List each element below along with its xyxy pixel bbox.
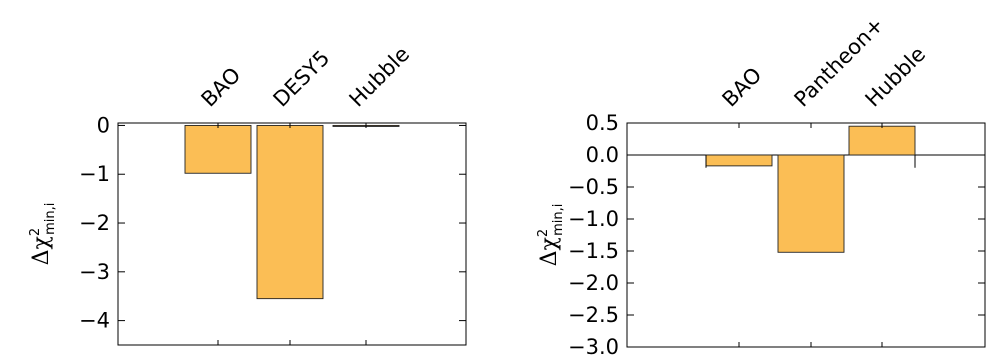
- y-axis-label: Δχ2min,i: [536, 204, 566, 267]
- y-tick-label: −2.5: [568, 303, 619, 327]
- y-tick-label: 0.0: [586, 143, 619, 167]
- category-label: BAO: [197, 63, 246, 112]
- bar-desy5: [256, 124, 324, 300]
- category-label: BAO: [718, 63, 767, 112]
- y-tick-label: −2.0: [568, 271, 619, 295]
- category-label: DESY5: [269, 46, 335, 112]
- plot-frame: [626, 122, 986, 348]
- y-tick-label: −1.5: [568, 239, 619, 263]
- bar-bao: [184, 124, 252, 174]
- left-bar-chart: 0 −1 −2 −3 −4 BAO DESY5 Hubble Δχ2min,i: [28, 42, 467, 346]
- plot-frame: [117, 122, 467, 346]
- category-label: Hubble: [861, 42, 931, 112]
- bar-bao: [705, 154, 773, 167]
- category-label: Hubble: [345, 42, 415, 112]
- y-tick-label: −3: [79, 260, 110, 284]
- y-tick-label: 0: [97, 113, 110, 137]
- y-tick-label: −2: [79, 211, 110, 235]
- y-axis-label: Δχ2min,i: [28, 203, 58, 266]
- y-tick-label: −1: [79, 162, 110, 186]
- y-tick-label: −1.0: [568, 207, 619, 231]
- bar-pantheon-: [777, 154, 845, 253]
- y-tick-label: −3.0: [568, 335, 619, 359]
- y-tick-label: 0.5: [586, 111, 619, 135]
- bar-hubble: [848, 125, 916, 156]
- y-tick-label: −4: [79, 309, 110, 333]
- y-tick-label: −0.5: [568, 175, 619, 199]
